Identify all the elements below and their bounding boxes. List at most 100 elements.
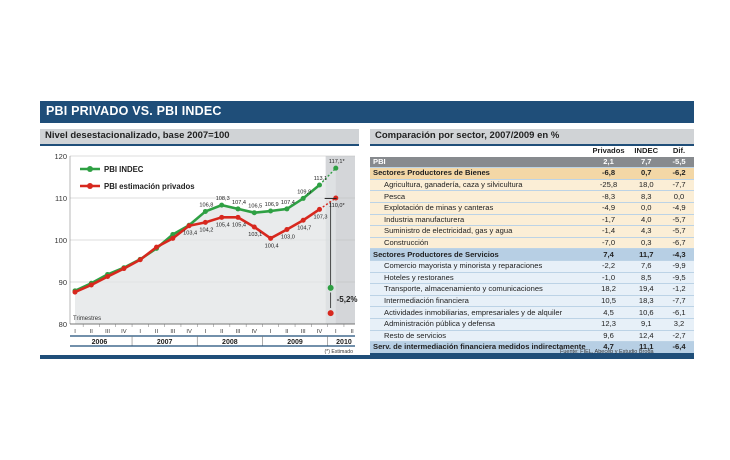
quarter-label: II [350, 329, 354, 335]
table-row: Pesca -8,3 8,3 0,0 [370, 190, 694, 203]
privados-point [300, 217, 306, 223]
row-value: -7,7 [664, 295, 694, 308]
privados-data-label: 103,4 [183, 231, 197, 237]
y-tick-label: 120 [54, 152, 67, 161]
page-title: PBI PRIVADO VS. PBI INDEC [46, 104, 222, 118]
row-value: -5,7 [664, 225, 694, 238]
quarter-label: IV [252, 329, 258, 335]
legend-privados-swatch-dot [87, 183, 93, 189]
row-label: Actividades inmobiliarias, empresariales… [370, 306, 589, 319]
quarter-label: III [301, 329, 306, 335]
table-row: Comercio mayorista y minorista y reparac… [370, 260, 694, 273]
table-row: Suministro de electricidad, gas y agua -1… [370, 225, 694, 238]
row-value: 7,4 [588, 248, 629, 261]
column-header: INDEC [634, 146, 659, 156]
quarter-label: II [155, 329, 159, 335]
privados-point [121, 266, 127, 272]
chart-header: Nivel desestacionalizado, base 2007=100 [40, 129, 359, 146]
privados-point [268, 235, 274, 241]
column-header: Privados [592, 146, 625, 156]
row-value: 2,1 [588, 156, 629, 169]
table-row: Intermediación financiera 10,5 18,3 -7,7 [370, 295, 694, 308]
row-value: 11,7 [628, 248, 664, 261]
privados-point [88, 282, 94, 288]
quarter-label: IV [317, 329, 323, 335]
table-row: Hoteles y restoranes -1,0 8,5 -9,5 [370, 272, 694, 285]
row-value: -6,7 [664, 237, 694, 250]
row-label: Intermediación financiera [370, 295, 589, 308]
row-value: -7,0 [588, 237, 629, 250]
row-value: 4,7 [588, 341, 629, 355]
row-value: 0,0 [628, 202, 664, 215]
row-value: 18,3 [628, 295, 664, 308]
table-row: Explotación de minas y canteras -4,9 0,0 -4… [370, 202, 694, 215]
privados-point [284, 227, 290, 232]
privados-point [219, 214, 225, 220]
y-tick-label: 80 [59, 320, 67, 329]
quarter-label: II [90, 329, 94, 335]
privados-data-label: 103,0 [281, 235, 295, 241]
privados-point [202, 219, 208, 225]
table-header-label: Comparación por sector, 2007/2009 en % [375, 130, 560, 141]
year-label: 2008 [222, 339, 238, 346]
table-row: Sectores Productores de Bienes -6,8 0,7 -6,… [370, 167, 694, 180]
row-value: -2,7 [664, 330, 694, 343]
y-tick-label: 110 [55, 194, 67, 203]
quarter-label: I [270, 329, 272, 335]
year-label: 2006 [92, 339, 108, 346]
privados-point [170, 235, 176, 241]
privados-data-label: 105,4 [232, 222, 246, 228]
indec-point [202, 208, 208, 214]
row-value: 7,6 [628, 260, 664, 273]
table-row: Resto de servicios 9,6 12,4 -2,7 [370, 330, 694, 343]
indec-data-label: 106,5 [248, 204, 262, 210]
privados-data-label: 107,3 [314, 214, 328, 220]
row-value: 11,1 [628, 341, 664, 355]
column-header: Dif. [672, 146, 686, 156]
quarter-label: III [105, 329, 110, 335]
indec-data-label: 113,1 [314, 176, 328, 182]
indec-point [268, 208, 274, 214]
row-value: -2,2 [588, 260, 629, 273]
row-label: Serv. de intermediación financiera medid… [370, 341, 589, 355]
privados-data-label: 110,0* [329, 203, 346, 209]
year-label: 2010 [336, 339, 352, 346]
sector-table: Privados INDEC Dif. PBI 2,1 7,7 -5,5 Sectores P… [370, 146, 694, 355]
privados-point [105, 274, 111, 280]
row-label: Industria manufacturera [370, 214, 589, 227]
row-value: -4,3 [664, 248, 694, 261]
row-value: 9,6 [588, 330, 629, 343]
indec-data-label: 117,1* [329, 159, 346, 165]
row-value: -1,7 [588, 214, 629, 227]
indec-data-label: 106,8 [199, 202, 213, 208]
quarter-label: III [236, 329, 241, 335]
privados-point [251, 224, 257, 230]
indec-area [75, 168, 336, 324]
quarter-label: IV [186, 329, 192, 335]
row-value: 0,0 [664, 190, 694, 203]
row-value: -1,4 [588, 225, 629, 238]
table-row: Agricultura, ganadería, caza y silvicult… [370, 179, 694, 192]
footnote: (*) Estimado [324, 349, 353, 354]
year-label: 2009 [287, 339, 303, 346]
row-value: -6,2 [664, 167, 694, 180]
table-row: PBI 2,1 7,7 -5,5 [370, 156, 694, 169]
gap-marker-indec [327, 284, 334, 291]
quarter-label: I [139, 329, 141, 335]
quarter-label: I [335, 329, 337, 335]
row-value: -9,5 [664, 272, 694, 285]
row-value: -5,5 [664, 156, 694, 169]
row-value: 9,1 [628, 318, 664, 331]
row-value: -6,4 [664, 341, 694, 355]
row-label: Resto de servicios [370, 330, 589, 343]
row-value: -9,9 [664, 260, 694, 273]
indec-point [284, 206, 290, 212]
row-label: Pesca [370, 190, 589, 203]
gap-marker-privados [327, 310, 334, 317]
title-bar [40, 101, 694, 123]
row-value: 4,5 [588, 306, 629, 319]
table-row: Administración pública y defensa 12,3 9,1 3… [370, 318, 694, 331]
privados-point [235, 214, 241, 220]
y-tick-label: 90 [59, 278, 67, 287]
table-header-row: Privados INDEC Dif. [370, 146, 694, 157]
